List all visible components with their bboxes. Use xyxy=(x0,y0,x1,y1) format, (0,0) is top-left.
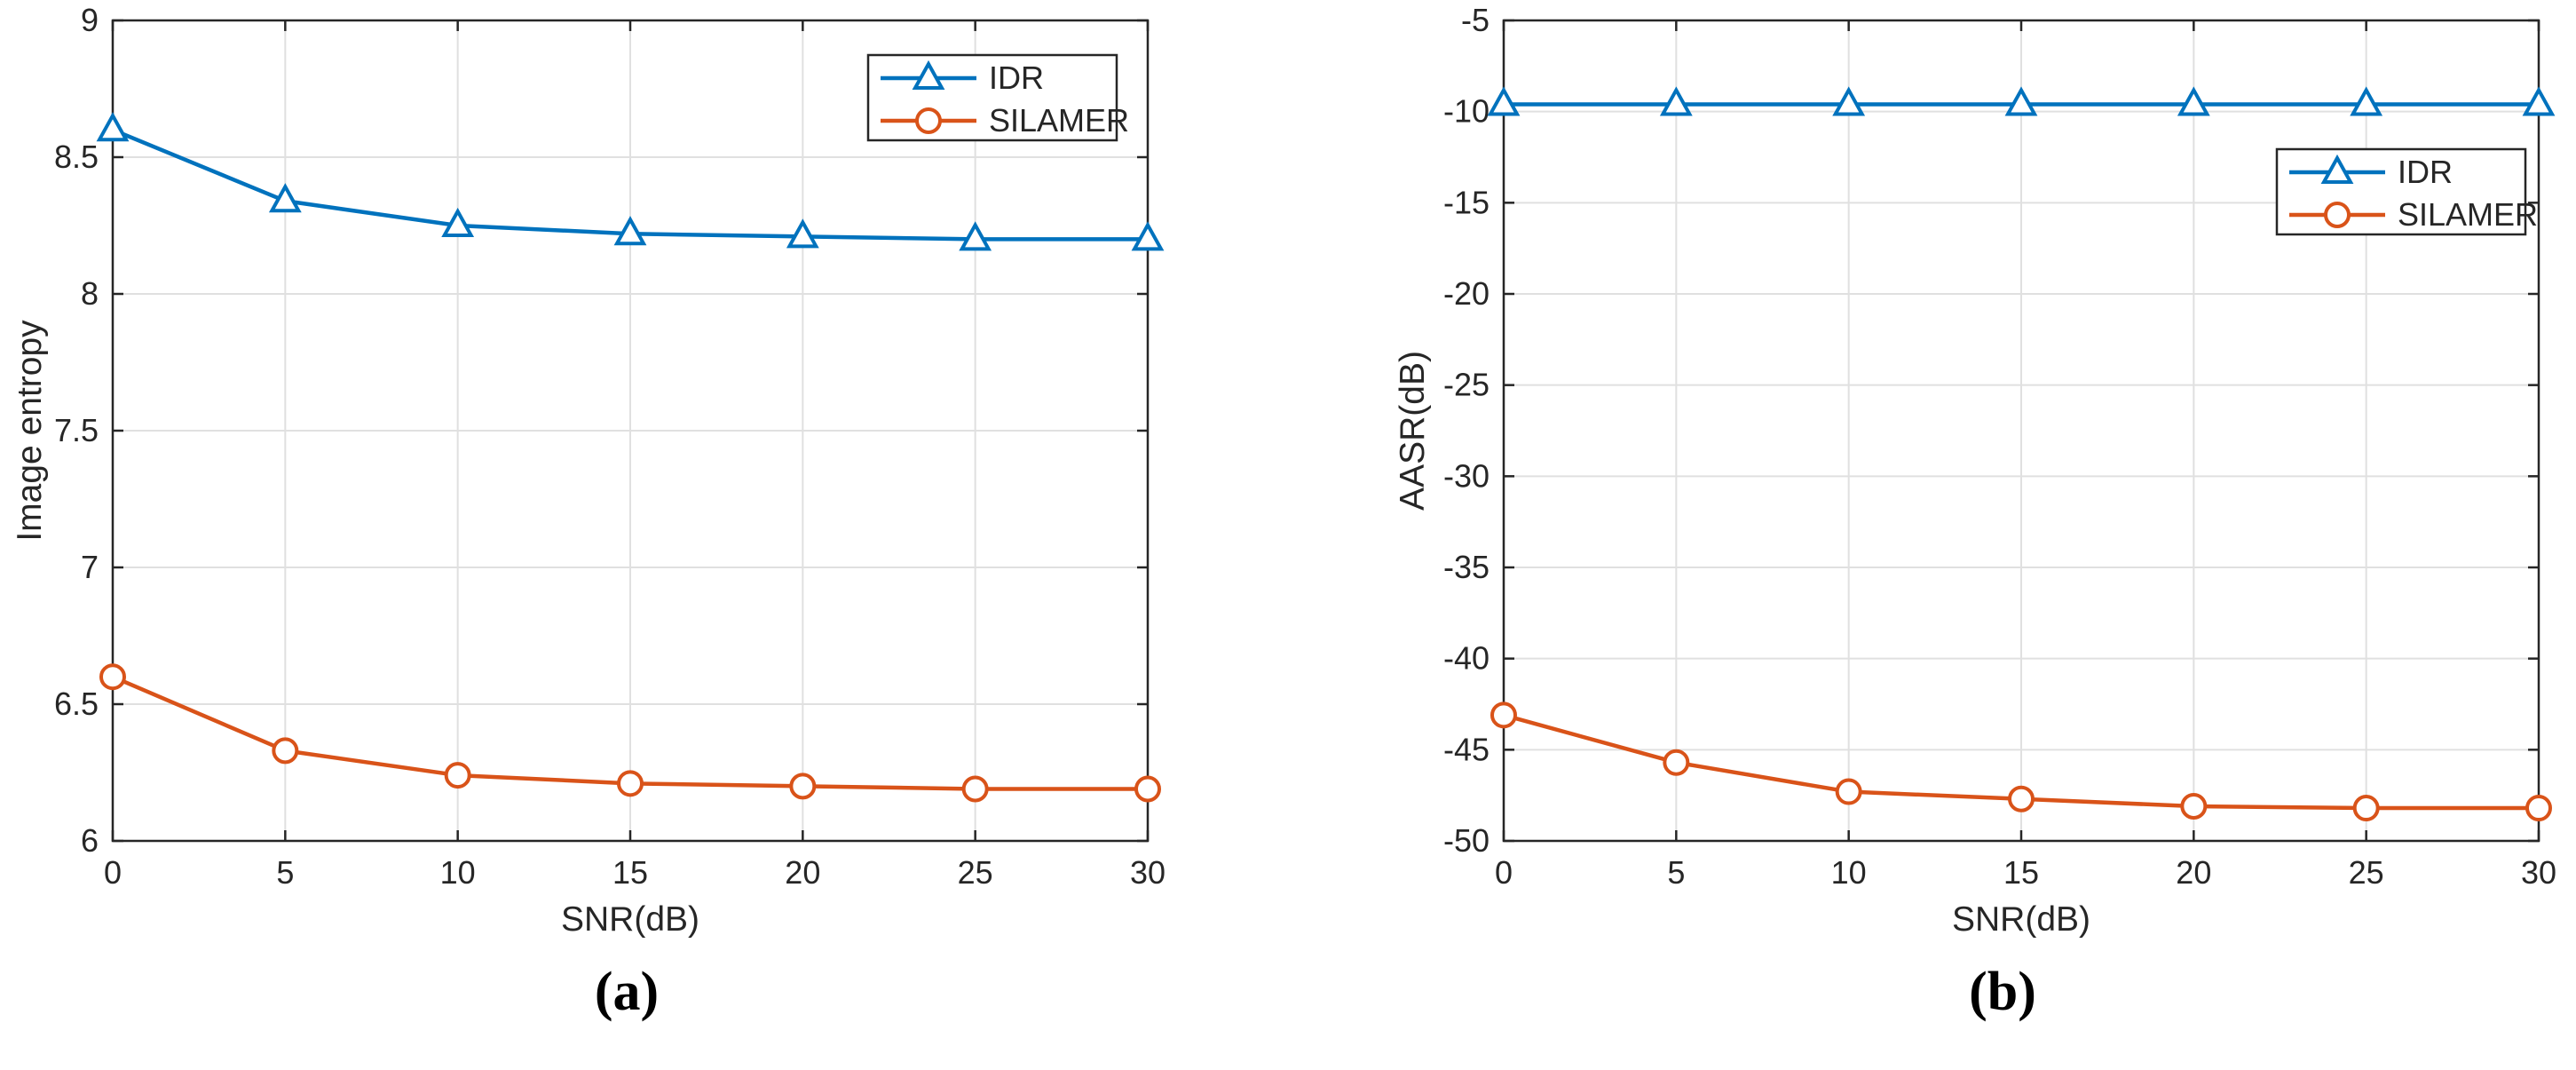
ticks-a xyxy=(111,19,1150,843)
circle-marker xyxy=(2352,795,2380,822)
x-tick-label: 30 xyxy=(2521,854,2556,891)
y-tick-label: -30 xyxy=(1443,457,1489,494)
grid-a xyxy=(113,20,1148,841)
y-tick-label: -35 xyxy=(1443,549,1489,585)
y-tick-label: -10 xyxy=(1443,93,1489,130)
x-tick-label: 20 xyxy=(2176,854,2211,891)
series-idr-a xyxy=(96,112,1165,251)
y-tick-label: 9 xyxy=(81,2,99,38)
legend-label-silamer: SILAMER xyxy=(2398,196,2538,233)
xlabel-b: SNR(dB) xyxy=(1952,900,2090,939)
y-tick-label: -5 xyxy=(1461,2,1489,38)
tick-labels-a: 0 5 10 15 20 25 30 6 6.5 7 7.5 8 8.5 9 xyxy=(54,2,1166,891)
series-silamer-a xyxy=(99,663,1161,803)
x-tick-label: 0 xyxy=(1495,854,1513,891)
series-silamer-b xyxy=(1490,701,2552,822)
legend-label-idr: IDR xyxy=(2398,154,2453,190)
chart-b: 0 5 10 15 20 25 30 -50 -45 -40 -35 -30 -25 -20 -15 -10 -… xyxy=(1394,2,2556,939)
caption-b: (b) xyxy=(1969,962,2036,1022)
circle-marker xyxy=(2008,785,2035,812)
triangle-marker xyxy=(613,216,647,246)
triangle-marker xyxy=(786,218,819,249)
legend-circle-marker xyxy=(2324,202,2351,228)
y-tick-label: -50 xyxy=(1443,822,1489,859)
y-tick-label: 6 xyxy=(81,822,99,859)
circle-marker xyxy=(617,770,644,797)
triangle-marker xyxy=(1487,86,1521,116)
legend-triangle-marker xyxy=(912,59,945,90)
y-tick-label: -40 xyxy=(1443,640,1489,677)
legend-label-idr: IDR xyxy=(989,59,1044,96)
circle-marker xyxy=(1663,749,1690,776)
y-tick-label: 7 xyxy=(81,549,99,585)
caption-a: (a) xyxy=(594,962,660,1022)
x-tick-label: 25 xyxy=(958,854,993,891)
xlabel-a: SNR(dB) xyxy=(561,900,699,939)
series-idr-b xyxy=(1487,86,2556,116)
circle-marker xyxy=(789,773,817,800)
x-tick-label: 25 xyxy=(2349,854,2384,891)
circle-marker xyxy=(272,737,299,765)
y-tick-label: -25 xyxy=(1443,367,1489,403)
y-tick-label: 7.5 xyxy=(54,412,99,448)
y-tick-label: -45 xyxy=(1443,731,1489,767)
x-tick-label: 15 xyxy=(612,854,648,891)
triangle-marker xyxy=(1659,86,1693,116)
legend-b: IDR SILAMER xyxy=(2275,147,2538,236)
y-tick-label: -15 xyxy=(1443,184,1489,220)
x-tick-label: 0 xyxy=(104,854,122,891)
x-tick-label: 20 xyxy=(785,854,820,891)
circle-marker xyxy=(1835,778,1862,805)
triangle-marker xyxy=(2004,86,2038,116)
circle-marker xyxy=(961,775,989,803)
ylabel-a: Image entropy xyxy=(11,320,49,542)
chart-a: 0 5 10 15 20 25 30 6 6.5 7 7.5 8 8.5 9 SNR(dB) Image en… xyxy=(11,2,1166,939)
x-tick-label: 10 xyxy=(440,854,476,891)
y-tick-label: 8 xyxy=(81,275,99,312)
circle-marker xyxy=(1490,701,1517,729)
triangle-marker xyxy=(96,112,130,142)
triangle-marker xyxy=(1131,221,1165,251)
y-tick-label: 6.5 xyxy=(54,686,99,722)
y-tick-label: -20 xyxy=(1443,275,1489,312)
triangle-marker xyxy=(2177,86,2210,116)
circle-marker xyxy=(1134,775,1161,803)
triangle-marker xyxy=(2350,86,2383,116)
legend-label-silamer: SILAMER xyxy=(989,102,1129,139)
triangle-marker xyxy=(2522,86,2556,116)
y-tick-label: 8.5 xyxy=(54,139,99,175)
x-tick-label: 30 xyxy=(1130,854,1166,891)
triangle-marker xyxy=(959,221,992,251)
triangle-marker xyxy=(1832,86,1866,116)
legend-box xyxy=(2275,147,2527,236)
circle-marker xyxy=(444,762,471,789)
grid-b xyxy=(1504,20,2539,841)
circle-marker xyxy=(2525,795,2552,822)
triangle-marker xyxy=(441,207,475,237)
x-tick-label: 5 xyxy=(276,854,294,891)
circle-marker xyxy=(99,663,126,691)
legend-circle-marker xyxy=(915,107,942,134)
ylabel-b: AASR(dB) xyxy=(1394,351,1432,511)
legend-triangle-marker xyxy=(2320,154,2354,184)
legend-a: IDR SILAMER xyxy=(866,53,1129,142)
x-tick-label: 5 xyxy=(1667,854,1685,891)
tick-labels-b: 0 5 10 15 20 25 30 -50 -45 -40 -35 -30 -25 -20 -15 -10 -… xyxy=(1443,2,2556,891)
x-tick-label: 10 xyxy=(1831,854,1867,891)
triangle-marker xyxy=(268,183,302,213)
circle-marker xyxy=(2180,792,2208,820)
legend-box xyxy=(866,53,1118,142)
x-tick-label: 15 xyxy=(2003,854,2039,891)
